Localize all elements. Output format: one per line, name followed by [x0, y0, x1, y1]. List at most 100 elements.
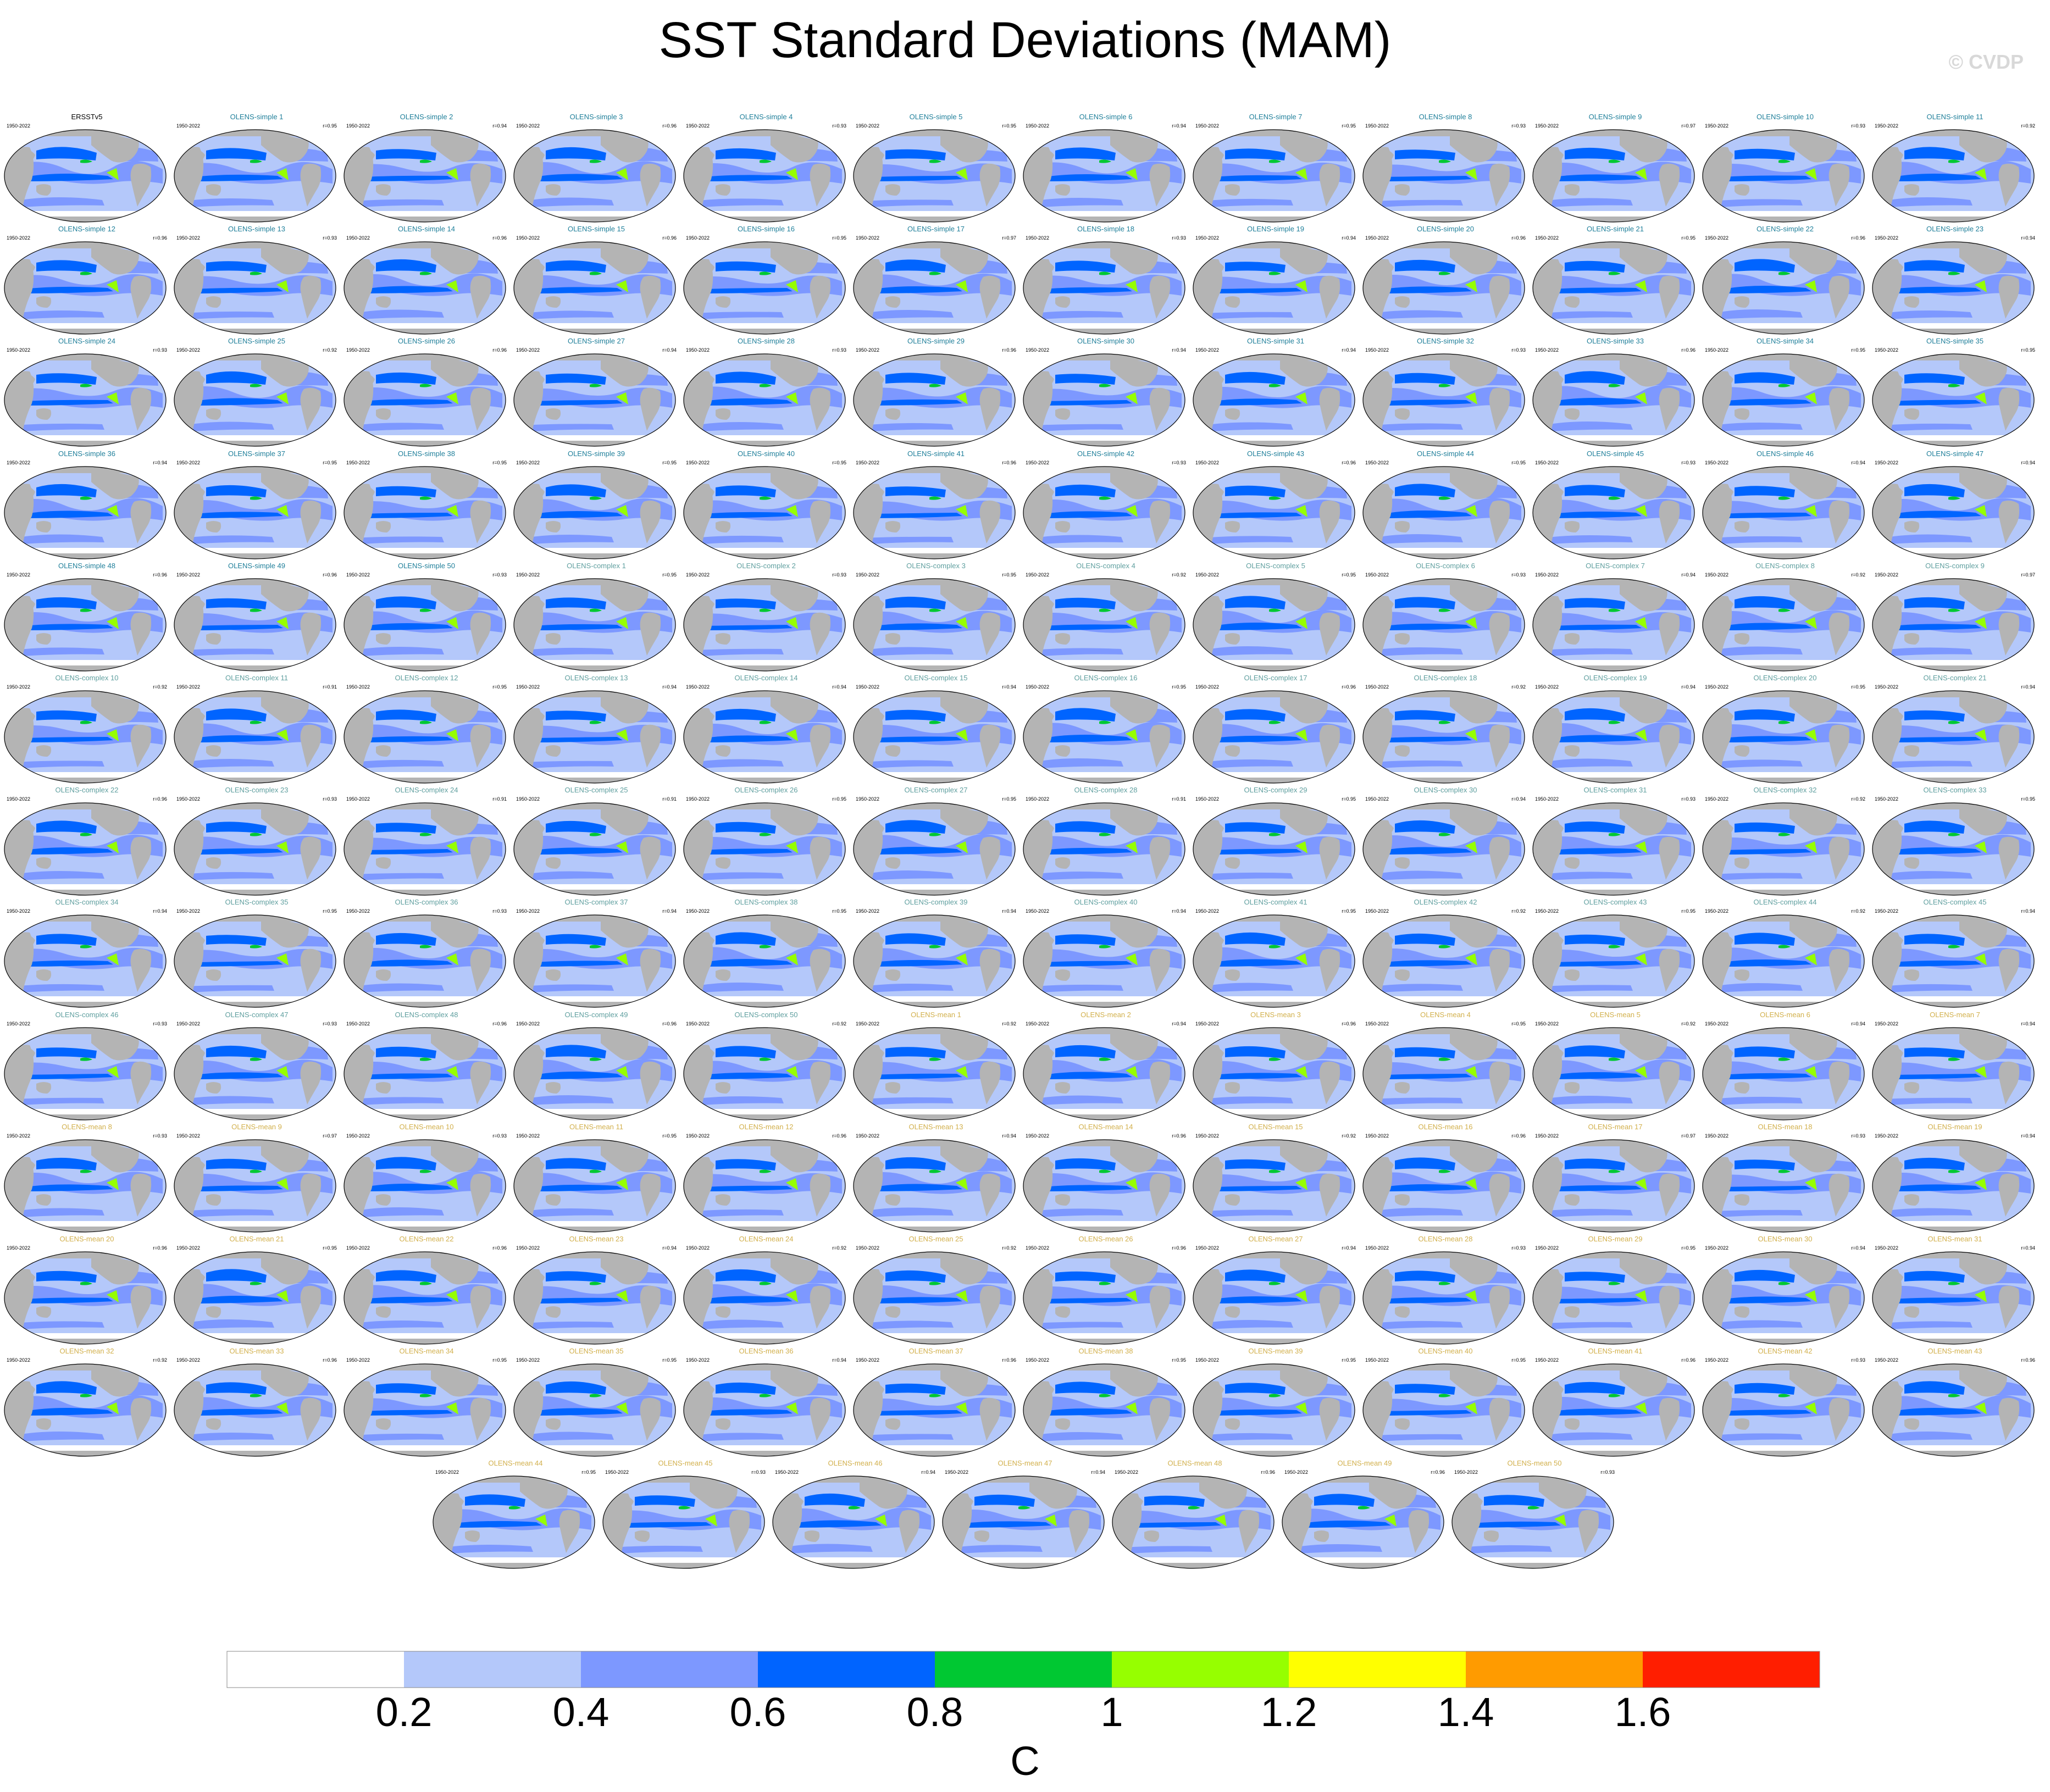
sst-map	[1362, 914, 1525, 1008]
map-panel: OLENS-mean 25 1950-2022 r=0.92	[852, 1235, 1020, 1346]
sst-map	[4, 1139, 167, 1233]
panel-years: 1950-2022	[176, 1357, 201, 1363]
panel-correlation: r=0.96	[492, 235, 507, 241]
panel-years: 1950-2022	[1195, 235, 1220, 241]
panel-years: 1950-2022	[516, 347, 540, 353]
sst-map	[683, 802, 846, 896]
sst-map	[1193, 1139, 1355, 1233]
panel-years: 1950-2022	[1365, 796, 1389, 802]
panel-years: 1950-2022	[1535, 235, 1559, 241]
sst-map	[1872, 1363, 2035, 1457]
panel-correlation: r=0.95	[832, 908, 846, 914]
map-panel: OLENS-mean 22 1950-2022 r=0.96	[343, 1235, 510, 1346]
panel-correlation: r=0.96	[1172, 1245, 1186, 1251]
sst-map	[1532, 241, 1695, 335]
map-panel: OLENS-mean 23 1950-2022 r=0.94	[513, 1235, 680, 1346]
sst-map	[1702, 578, 1865, 672]
panel-correlation: r=0.97	[1002, 235, 1016, 241]
panel-title: OLENS-simple 8	[1419, 113, 1472, 121]
panel-title: OLENS-simple 28	[737, 337, 795, 346]
panel-title: OLENS-complex 50	[734, 1010, 798, 1019]
sst-map	[1193, 690, 1355, 784]
panel-correlation: r=0.95	[1681, 908, 1696, 914]
panel-correlation: r=0.94	[1342, 347, 1356, 353]
panel-title: OLENS-mean 46	[828, 1459, 883, 1468]
map-panel: OLENS-simple 4 1950-2022 r=0.93	[683, 113, 850, 224]
panel-title: OLENS-mean 25	[908, 1235, 963, 1243]
map-panel: OLENS-complex 49 1950-2022 r=0.96	[513, 1011, 680, 1122]
map-panel: OLENS-complex 34 1950-2022 r=0.94	[3, 898, 170, 1009]
panel-years: 1950-2022	[1705, 347, 1729, 353]
map-panel: OLENS-mean 19 1950-2022 r=0.94	[1871, 1123, 2038, 1234]
panel-correlation: r=0.93	[832, 572, 846, 578]
sst-map	[853, 1251, 1016, 1345]
panel-title: OLENS-mean 6	[1760, 1010, 1810, 1019]
map-panel: OLENS-simple 15 1950-2022 r=0.96	[513, 225, 680, 336]
panel-years: 1950-2022	[1195, 684, 1220, 690]
panel-title: OLENS-mean 3	[1250, 1010, 1301, 1019]
panel-years: 1950-2022	[1535, 572, 1559, 578]
panel-title: OLENS-mean 37	[908, 1347, 963, 1356]
sst-map	[174, 578, 336, 672]
panel-years: 1950-2022	[1195, 347, 1220, 353]
panel-correlation: r=0.96	[1681, 347, 1696, 353]
panel-title: OLENS-mean 16	[1418, 1122, 1473, 1131]
sst-map	[1872, 465, 2035, 559]
panel-correlation: r=0.96	[1002, 1357, 1016, 1363]
map-panel: OLENS-complex 7 1950-2022 r=0.94	[1532, 562, 1699, 673]
map-panel: OLENS-mean 46 1950-2022 r=0.94	[772, 1460, 939, 1571]
panel-title: OLENS-complex 40	[1074, 898, 1138, 907]
panel-correlation: r=0.93	[1851, 1357, 1865, 1363]
panel-correlation: r=0.95	[662, 1133, 677, 1139]
colorbar-tick-label: 1	[1100, 1689, 1123, 1735]
map-panel: OLENS-complex 40 1950-2022 r=0.94	[1022, 898, 1189, 1009]
map-panel: OLENS-complex 33 1950-2022 r=0.95	[1871, 786, 2038, 897]
panel-years: 1950-2022	[686, 347, 710, 353]
sst-map	[343, 1027, 506, 1120]
panel-title: OLENS-complex 26	[734, 786, 798, 795]
panel-correlation: r=0.95	[1342, 796, 1356, 802]
panel-title: OLENS-mean 38	[1078, 1347, 1133, 1356]
panel-years: 1950-2022	[176, 684, 201, 690]
panel-years: 1950-2022	[1026, 1357, 1050, 1363]
panel-title: OLENS-complex 8	[1755, 561, 1815, 570]
panel-title: OLENS-complex 18	[1414, 674, 1477, 682]
sst-map	[1532, 914, 1695, 1008]
panel-years: 1950-2022	[1365, 684, 1389, 690]
map-panel: OLENS-complex 50 1950-2022 r=0.92	[683, 1011, 850, 1122]
panel-years: 1950-2022	[686, 123, 710, 129]
sst-map	[174, 1251, 336, 1345]
sst-map	[853, 1139, 1016, 1233]
sst-map	[1532, 353, 1695, 447]
panel-correlation: r=0.94	[1342, 235, 1356, 241]
sst-map	[1362, 129, 1525, 223]
panel-years: 1950-2022	[1195, 572, 1220, 578]
panel-correlation: r=0.92	[1511, 908, 1526, 914]
panel-title: OLENS-mean 30	[1758, 1235, 1813, 1243]
map-panel: OLENS-simple 29 1950-2022 r=0.96	[852, 337, 1020, 448]
panel-correlation: r=0.95	[492, 459, 507, 465]
sst-map	[1702, 1363, 1865, 1457]
panel-correlation: r=0.97	[2021, 572, 2035, 578]
colorbar-segment	[404, 1651, 581, 1688]
panel-years: 1950-2022	[516, 459, 540, 465]
colorbar-tick-label: 0.6	[729, 1689, 786, 1735]
panel-correlation: r=0.93	[492, 1133, 507, 1139]
map-panel: OLENS-simple 50 1950-2022 r=0.93	[343, 562, 510, 673]
colorbar-segment	[758, 1651, 935, 1688]
panel-title: OLENS-simple 49	[228, 561, 286, 570]
sst-map	[1362, 690, 1525, 784]
panel-correlation: r=0.96	[1431, 1469, 1445, 1475]
panel-years: 1950-2022	[686, 1020, 710, 1027]
panel-years: 1950-2022	[1026, 123, 1050, 129]
map-panel: OLENS-complex 18 1950-2022 r=0.92	[1362, 674, 1529, 785]
panel-title: OLENS-complex 46	[55, 1010, 119, 1019]
panel-correlation: r=0.94	[1851, 1020, 1865, 1027]
panel-correlation: r=0.94	[662, 347, 677, 353]
sst-map	[4, 690, 167, 784]
map-panel: OLENS-complex 45 1950-2022 r=0.94	[1871, 898, 2038, 1009]
panel-years: 1950-2022	[856, 684, 880, 690]
sst-map	[1532, 1139, 1695, 1233]
panel-years: 1950-2022	[1026, 1020, 1050, 1027]
map-panel: OLENS-mean 28 1950-2022 r=0.93	[1362, 1235, 1529, 1346]
